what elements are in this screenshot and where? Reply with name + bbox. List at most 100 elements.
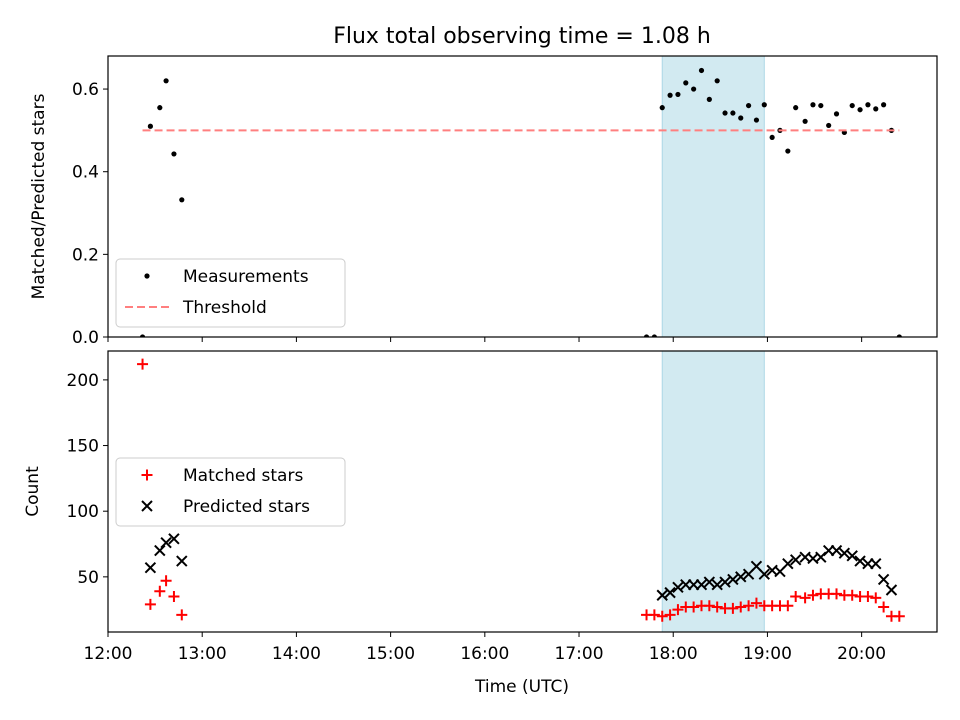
count-panel: 50 100 150 200 Count Matched stars Predicted s…	[23, 350, 938, 664]
measurements-point	[833, 111, 840, 117]
y-axis-label: Count	[23, 466, 43, 517]
predicted-stars-point	[711, 579, 723, 591]
matched-stars-point	[137, 358, 149, 370]
predicted-stars-point	[703, 576, 716, 588]
measurements-point	[873, 106, 879, 112]
predicted-stars-point	[789, 554, 802, 566]
measurements-point	[896, 334, 902, 337]
x-tick-label: 17:00	[555, 644, 604, 664]
measurements-point	[659, 105, 665, 111]
measurements-point	[179, 197, 185, 203]
matched-stars-point	[831, 588, 843, 600]
matched-stars-point	[648, 609, 660, 621]
observing-window-span	[661, 55, 765, 338]
x-tick-label: 19:00	[743, 644, 792, 664]
matched-stars-point	[878, 601, 890, 613]
measurements-point	[643, 334, 650, 337]
predicted-stars-point	[664, 586, 676, 599]
measurements-point	[714, 78, 720, 84]
matched-stars-point	[782, 600, 794, 612]
predicted-stars-point	[735, 571, 747, 583]
measurements-point	[745, 102, 752, 109]
matched-stars-point	[672, 604, 684, 616]
measurements-point	[849, 102, 855, 109]
measurements-point	[147, 123, 153, 129]
measurements-point	[761, 102, 767, 108]
measurements-legend-swatch	[144, 273, 150, 279]
matched-stars-point	[703, 600, 715, 612]
matched-stars-point	[656, 610, 668, 622]
measurements-point	[691, 86, 697, 92]
y-tick-label: 100	[67, 502, 99, 522]
axes-frame	[107, 350, 938, 633]
matched-stars-point	[664, 609, 676, 621]
predicted-stars-legend-label: Predicted stars	[183, 497, 310, 517]
y-tick-label: 150	[67, 437, 99, 457]
predicted-stars-point	[830, 544, 843, 557]
predicted-stars-point	[854, 555, 866, 567]
measurements-point	[826, 122, 832, 129]
predicted-stars-point	[870, 558, 882, 570]
x-axis-label: Time (UTC)	[474, 677, 569, 697]
x-tick-label: 12:00	[84, 644, 133, 664]
measurements-point	[802, 118, 808, 124]
matched-stars-point	[846, 589, 858, 601]
chart-title: Flux total observing time = 1.08 h	[333, 24, 711, 49]
x-tick-label: 18:00	[649, 644, 698, 664]
y-tick-label: 200	[67, 371, 99, 391]
measurements-point	[706, 96, 712, 102]
matched-stars-point	[893, 610, 905, 622]
predicted-stars-point	[838, 547, 851, 559]
measurements-point	[698, 67, 705, 74]
measurements-point	[651, 334, 657, 337]
matched-stars-point	[144, 598, 156, 610]
measurements-point	[171, 151, 177, 157]
y-tick-label: 0.4	[72, 163, 99, 183]
matched-stars-point	[743, 600, 755, 612]
measurements-point	[769, 134, 775, 141]
axes-frame	[107, 55, 938, 338]
matched-stars-point	[168, 591, 180, 603]
measurements-point	[753, 117, 760, 123]
predicted-stars-point	[672, 581, 684, 594]
x-tick-label: 15:00	[366, 644, 415, 664]
measurements-point	[157, 105, 163, 111]
y-tick-label: 50	[77, 568, 99, 588]
measurements-point	[139, 334, 146, 337]
matched-stars-point	[154, 585, 166, 597]
measurements-point	[163, 78, 169, 84]
ratio-panel: 0.0 0.2 0.4 0.6 Matched/Predicted stars Measu…	[29, 55, 938, 348]
matched-stars-point	[799, 592, 811, 604]
matched-stars-point	[870, 592, 882, 604]
measurements-point	[857, 107, 863, 113]
predicted-stars-point	[160, 537, 172, 549]
predicted-stars-legend-swatch	[141, 500, 153, 512]
matched-stars-point	[688, 601, 700, 613]
predicted-stars-point	[727, 573, 739, 586]
predicted-stars-point	[885, 584, 898, 596]
predicted-stars-point	[154, 544, 166, 557]
y-axis-label: Matched/Predicted stars	[29, 93, 49, 299]
plot-marks	[137, 358, 905, 622]
measurements-legend-label: Measurements	[183, 267, 309, 287]
predicted-stars-point	[877, 573, 890, 586]
matched-stars-point	[711, 601, 723, 613]
predicted-stars-point	[846, 550, 858, 562]
matched-stars-point	[176, 609, 188, 621]
matched-stars-legend-label: Matched stars	[183, 466, 303, 486]
threshold-legend-label: Threshold	[182, 298, 267, 318]
matched-stars-point	[160, 575, 172, 587]
plot-marks	[139, 67, 902, 337]
matched-stars-point	[727, 602, 739, 614]
legend-box	[115, 258, 346, 328]
matched-stars-legend-swatch	[141, 469, 153, 481]
measurements-point	[675, 91, 681, 98]
measurements-point	[810, 102, 816, 108]
y-tick-label: 0.2	[72, 245, 99, 265]
measurements-point	[881, 102, 887, 108]
measurements-point	[793, 105, 799, 111]
measurements-point	[785, 148, 791, 154]
predicted-stars-point	[656, 589, 668, 601]
x-tick-label: 14:00	[272, 644, 321, 664]
